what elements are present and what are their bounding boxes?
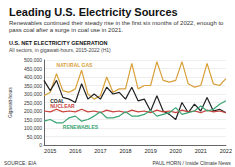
svg-text:U.S. NET ELECTRICITY GENERATIO: U.S. NET ELECTRICITY GENERATION	[9, 40, 108, 46]
svg-text:2022: 2022	[220, 148, 232, 154]
svg-text:50,000: 50,000	[27, 134, 43, 140]
svg-text:350,000: 350,000	[24, 83, 42, 89]
svg-text:2018: 2018	[119, 148, 131, 154]
svg-text:2021: 2021	[195, 148, 207, 154]
svg-text:300,000: 300,000	[24, 91, 42, 97]
svg-text:RENEWABLES: RENEWABLES	[63, 124, 99, 130]
svg-text:NUCLEAR: NUCLEAR	[50, 103, 75, 109]
svg-text:100,000: 100,000	[24, 125, 42, 131]
svg-text:2019: 2019	[144, 148, 156, 154]
svg-text:Gigawatt-hours: Gigawatt-hours	[8, 86, 13, 117]
svg-text:2015: 2015	[44, 148, 56, 154]
svg-text:Renewables continued their ste: Renewables continued their steady rise i…	[9, 20, 225, 26]
svg-text:150,000: 150,000	[24, 117, 42, 123]
svg-text:2017: 2017	[94, 148, 106, 154]
svg-text:250,000: 250,000	[24, 100, 42, 106]
svg-text:400,000: 400,000	[24, 74, 42, 80]
svg-text:NATURAL GAS: NATURAL GAS	[57, 62, 94, 68]
svg-text:COAL: COAL	[50, 98, 65, 105]
svg-text:Leading U.S. Electricity Sourc: Leading U.S. Electricity Sources	[9, 6, 178, 18]
svg-text:200,000: 200,000	[24, 108, 42, 114]
svg-text:2016: 2016	[69, 148, 81, 154]
svg-text:SOURCE: EIA: SOURCE: EIA	[4, 160, 37, 166]
svg-text:pass coal after a surge in coa: pass coal after a surge in coal use in 2…	[9, 27, 123, 33]
svg-text:PAUL HORN / Inside Climate New: PAUL HORN / Inside Climate News	[152, 160, 231, 166]
svg-text:0: 0	[39, 142, 42, 148]
svg-text:All sectors, in gigawatt-hours: All sectors, in gigawatt-hours, 2015-202…	[9, 47, 111, 53]
svg-text:450,000: 450,000	[24, 66, 42, 72]
svg-text:2020: 2020	[170, 148, 182, 154]
svg-text:500,000: 500,000	[24, 57, 42, 63]
